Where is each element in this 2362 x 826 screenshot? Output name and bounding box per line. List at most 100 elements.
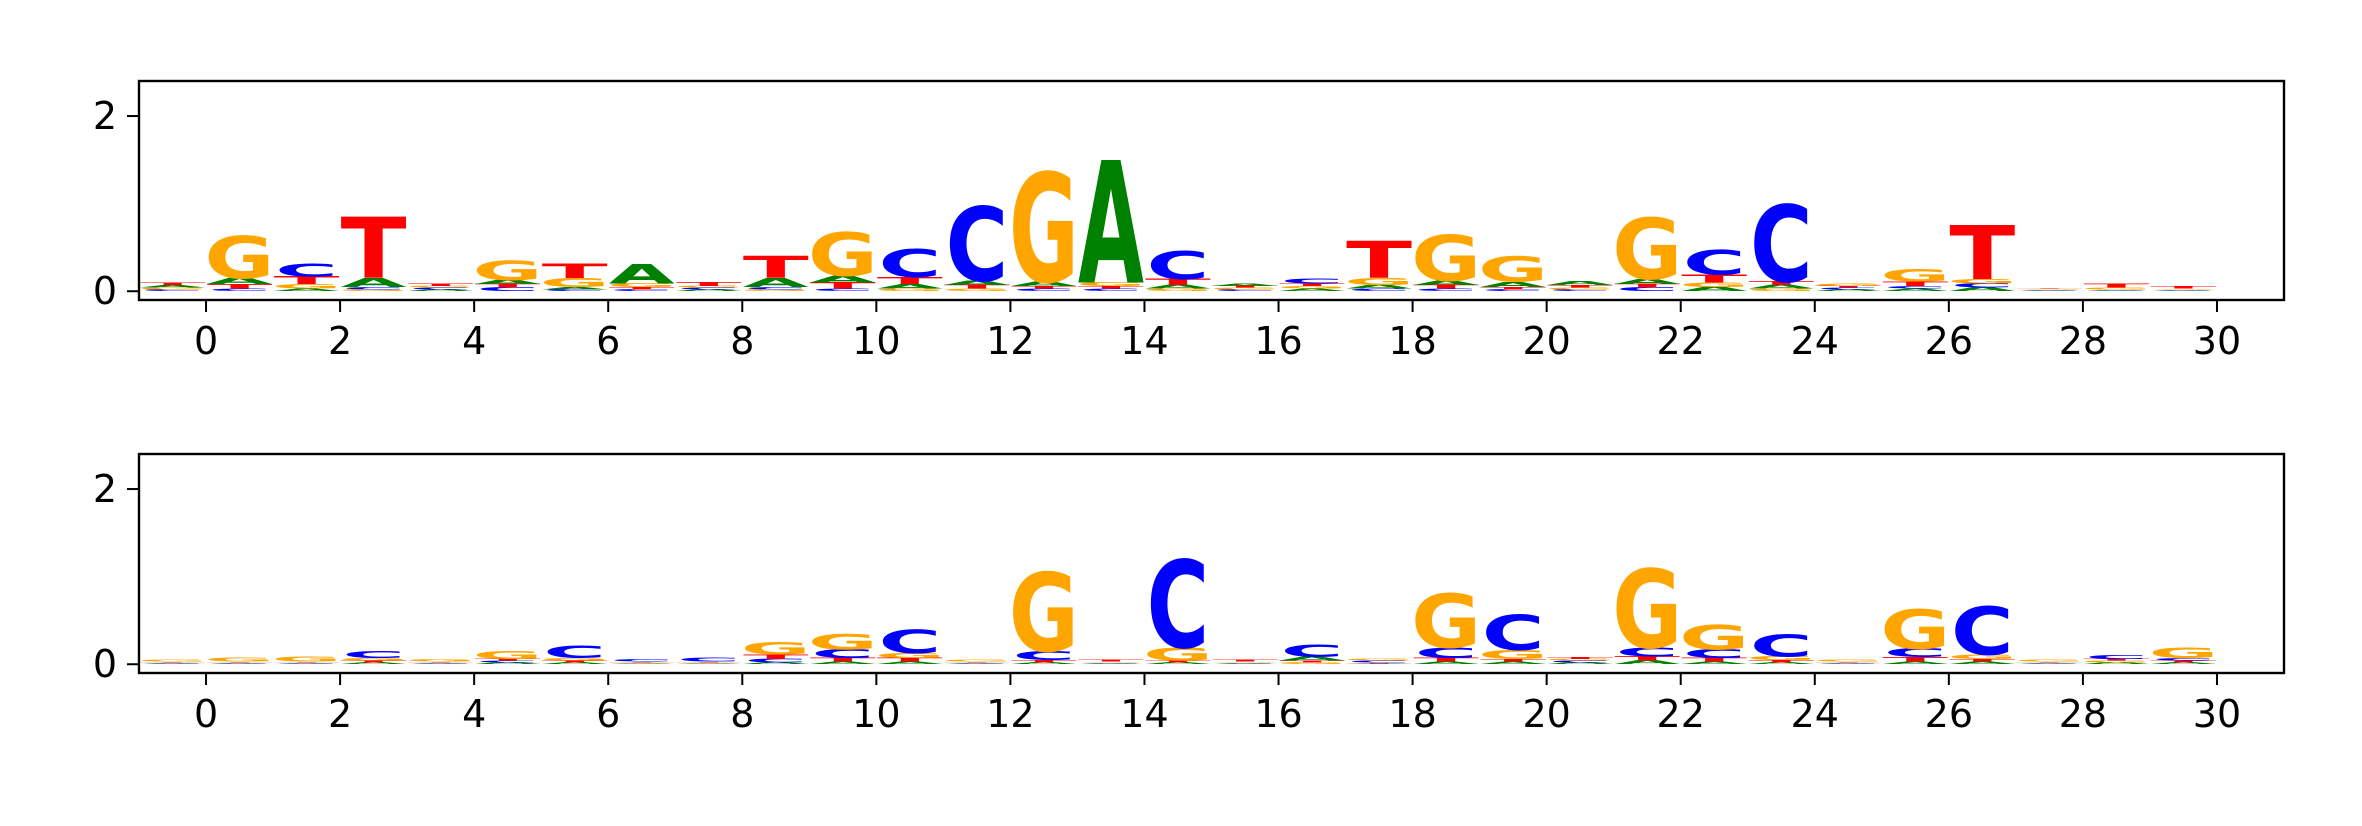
logo-letter-a-pos-12: A [944, 280, 1010, 287]
logo-letter-g-pos-2: G [272, 283, 342, 290]
x-tick-label: 6 [596, 692, 620, 736]
logo-letter-t-pos-10: T [810, 657, 876, 663]
logo-letter-t-pos-15: T [1145, 277, 1211, 287]
x-tick-label: 16 [1254, 319, 1302, 363]
x-tick-label: 14 [1120, 319, 1168, 363]
logo-letter-c-pos-30: C [2152, 657, 2215, 661]
logo-letter-a-pos-19: A [1413, 280, 1479, 287]
logo-letter-g-pos-17: G [1277, 285, 1347, 289]
logo-letter-c-pos-26: C [1884, 646, 1947, 660]
logo-letter-g-pos-29: G [2081, 287, 2151, 290]
logo-letter-a-pos-13: A [1011, 662, 1077, 665]
logo-letter-t-pos-18: T [1346, 662, 1412, 663]
logo-letter-g-pos-3: G [339, 657, 409, 661]
logo-letter-c-pos-15: C [1147, 244, 1210, 289]
logo-letter-t-pos-19: T [1413, 284, 1479, 290]
logo-letter-g-pos-6: G [540, 657, 610, 661]
logo-letter-t-pos-16: T [1212, 286, 1278, 289]
logo-letter-a-pos-5: A [475, 662, 541, 665]
logo-letter-a-pos-14: A [1078, 127, 1144, 322]
logo-letter-a-pos-19: A [1413, 661, 1479, 665]
logo-letter-a-pos-4: A [408, 663, 474, 664]
logo-letter-c-pos-18: C [1348, 288, 1411, 292]
logo-letter-t-pos-3: T [341, 201, 407, 298]
logo-letter-t-pos-29: T [2083, 659, 2149, 662]
logo-letter-c-pos-0: C [141, 662, 204, 663]
logo-letter-a-pos-22: A [1614, 278, 1680, 286]
x-tick-label: 24 [1791, 692, 1839, 736]
logo-letter-c-pos-21: C [1549, 660, 1612, 663]
logo-letter-a-pos-28: A [2016, 663, 2082, 664]
logo-letter-c-pos-25: C [1817, 287, 1880, 290]
plot-frame [137, 79, 2286, 302]
logo-letter-a-pos-10: A [810, 274, 876, 285]
logo-letter-t-pos-8: T [676, 661, 742, 662]
logo-letter-t-pos-27: T [1949, 658, 2015, 662]
logo-letter-a-pos-20: A [1480, 280, 1546, 288]
x-tick-label: 12 [986, 692, 1034, 736]
x-tick-label: 10 [852, 319, 900, 363]
logo-letter-t-pos-11: T [877, 657, 943, 663]
logo-letter-a-pos-18: A [1346, 663, 1412, 664]
logo-letter-g-pos-27: G [1947, 654, 2017, 661]
plot-frame [137, 452, 2286, 675]
logo-letter-c-pos-10: C [812, 288, 875, 292]
logo-letter-g-pos-19: G [1411, 579, 1481, 665]
logo-letter-t-pos-1: T [207, 661, 273, 662]
logo-letter-g-pos-24: G [1746, 655, 1816, 661]
logo-letter-a-pos-2: A [274, 663, 340, 664]
logo-letter-a-pos-1: A [207, 277, 273, 287]
logo-letter-t-pos-13: T [1011, 659, 1077, 663]
logo-letter-a-pos-17: A [1279, 656, 1345, 662]
logo-letter-a-pos-23: A [1681, 286, 1747, 293]
logo-letter-a-pos-15: A [1145, 284, 1211, 290]
x-tick-label: 8 [730, 319, 754, 363]
logo-letter-c-pos-16: C [1214, 289, 1277, 292]
x-tick-label: 0 [194, 692, 218, 736]
logo-letter-a-pos-29: A [2083, 662, 2149, 665]
logo-letter-g-pos-22: G [1612, 201, 1682, 299]
logo-letter-t-pos-20: T [1480, 286, 1546, 290]
logo-letter-g-pos-3: G [339, 289, 409, 292]
logo-letter-a-pos-0: A [140, 663, 206, 664]
logo-letter-g-pos-21: G [1545, 287, 1615, 290]
logo-letter-g-pos-4: G [406, 286, 476, 289]
logo-letter-g-pos-18: G [1344, 276, 1414, 287]
logo-letter-a-pos-26: A [1882, 661, 1948, 665]
logo-letter-a-pos-4: A [408, 289, 474, 292]
logo-letter-g-pos-23: G [1679, 281, 1749, 288]
logo-letter-c-pos-0: C [141, 289, 204, 292]
logo-letter-c-pos-21: C [1549, 289, 1612, 292]
logo-letter-t-pos-26: T [1882, 656, 1948, 663]
logo-letter-g-pos-24: G [1746, 288, 1816, 292]
x-tick-label: 22 [1657, 692, 1705, 736]
logo-letter-a-pos-16: A [1212, 283, 1278, 287]
logo-letter-c-pos-2: C [275, 260, 338, 281]
logo-letter-a-pos-1: A [207, 663, 273, 664]
logo-letters: ACTGACTGACTGATGCACTGACTGATGCAGTCAGTCACTG… [138, 536, 2218, 673]
logo-letter-a-pos-18: A [1346, 284, 1412, 290]
logo-letter-g-pos-22: G [1612, 548, 1682, 673]
logo-letter-c-pos-26: C [1884, 285, 1947, 289]
x-tick-label: 14 [1120, 692, 1168, 736]
logo-letter-g-pos-6: G [540, 276, 610, 290]
logo-letter-t-pos-14: T [1078, 659, 1144, 662]
logo-letter-c-pos-20: C [1482, 289, 1545, 292]
logo-letter-g-pos-11: G [875, 652, 945, 660]
logo-letter-t-pos-4: T [408, 661, 474, 662]
x-tick-label: 2 [328, 692, 352, 736]
logo-letter-g-pos-12: G [942, 659, 1012, 662]
logo-letter-g-pos-0: G [138, 659, 208, 662]
logo-letter-c-pos-16: C [1214, 662, 1277, 663]
logo-letter-g-pos-20: G [1478, 250, 1548, 290]
logo-panel-bottom: ACTGACTGACTGATGCACTGACTGATGCAGTCAGTCACTG… [93, 452, 2286, 736]
logo-letter-g-pos-7: G [607, 662, 677, 663]
logo-letter-t-pos-30: T [2151, 660, 2217, 663]
logo-letter-t-pos-16: T [1212, 659, 1278, 662]
logo-letter-g-pos-8: G [674, 286, 744, 289]
logo-letter-g-pos-10: G [808, 629, 878, 654]
x-tick-label: 24 [1791, 319, 1839, 363]
logo-letter-a-pos-8: A [676, 663, 742, 664]
